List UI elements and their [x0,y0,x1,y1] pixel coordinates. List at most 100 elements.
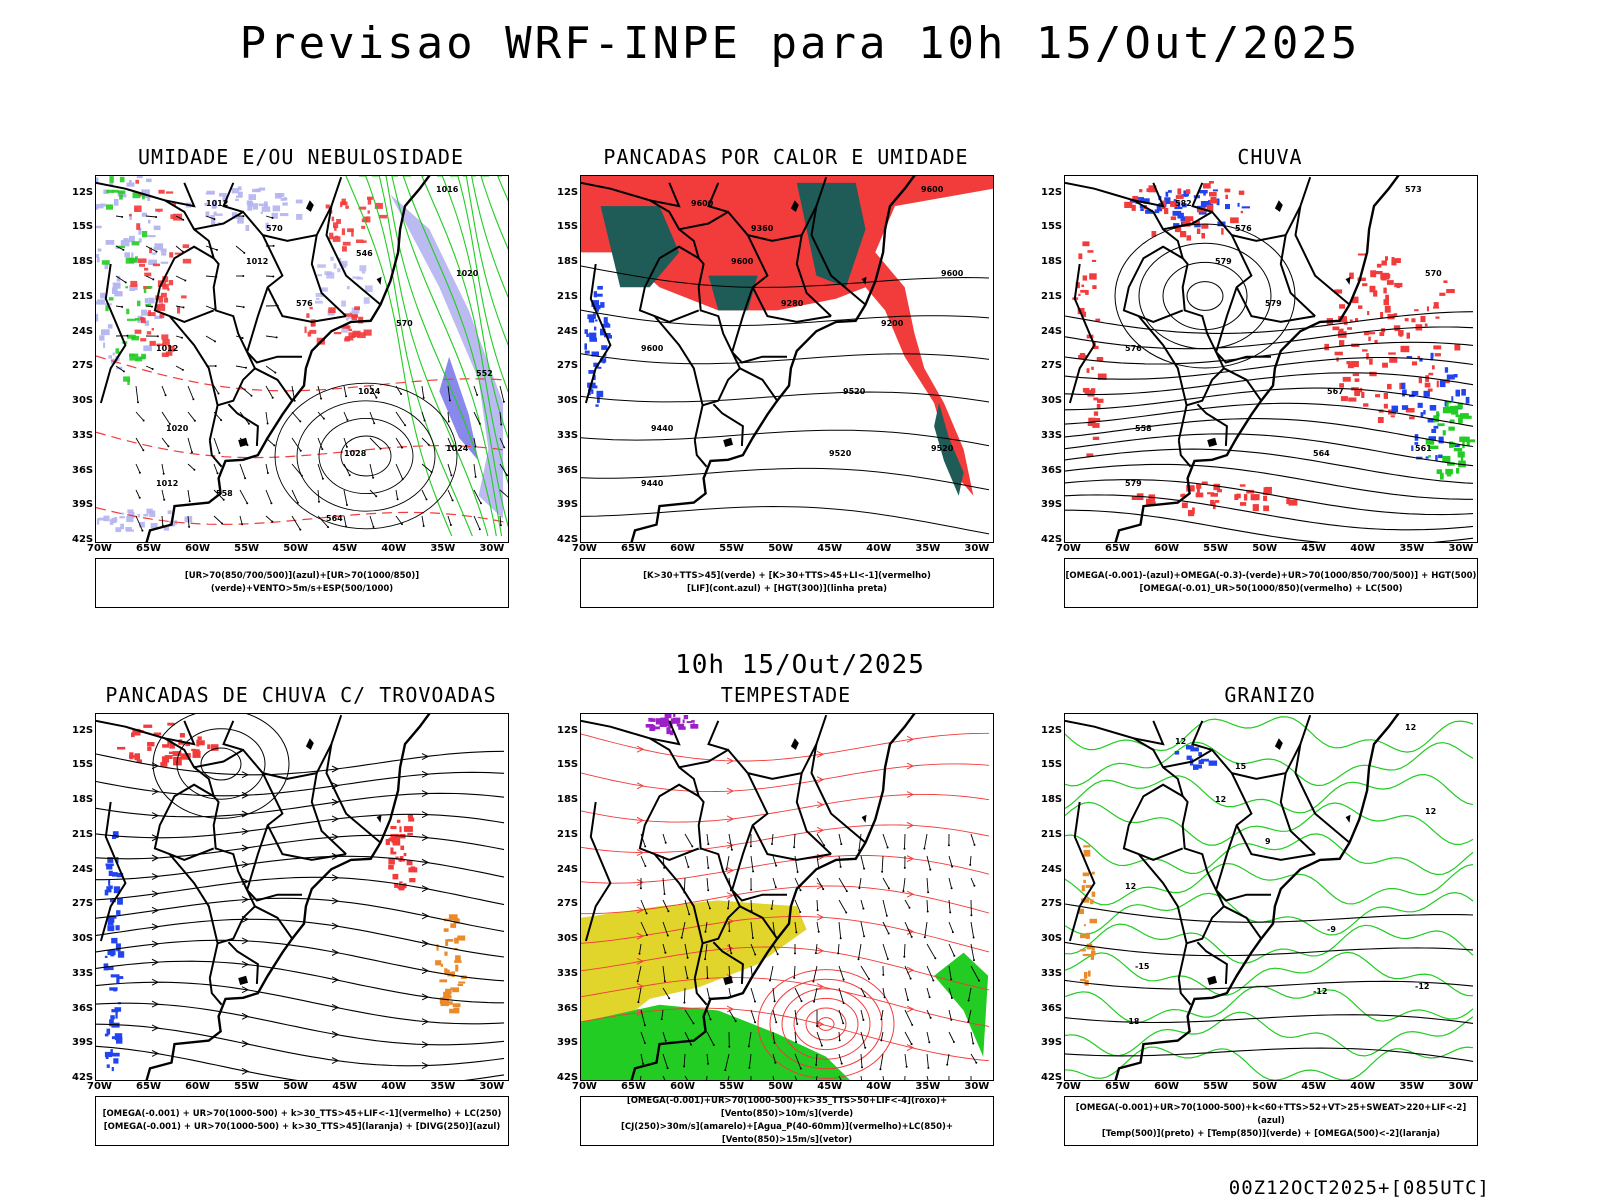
lat-tick-label: 30S [72,933,94,944]
lon-tick-label: 65W [136,543,161,554]
lon-tick-label: 45W [1301,1081,1327,1092]
lat-tick-label: 21S [557,290,579,302]
lon-tick-label: 50W [1252,1081,1278,1092]
lon-tick-label: 60W [670,543,696,554]
lon-tick-label: 50W [283,543,309,554]
lat-tick-label: 42S [1041,534,1063,545]
contour-label: 564 [1313,449,1330,458]
panel-title: PANCADAS POR CALOR E UMIDADE [603,145,969,169]
map-svg: 582 579 576 573 570 567 564 561 558 579 576 579 [1065,176,1476,542]
contour-label: 1028 [344,449,367,458]
lat-tick-label: 42S [72,534,94,545]
contour-label: 561 [1415,444,1432,453]
lat-tick-label: 33S [72,429,94,441]
lon-tick-label: 40W [1350,543,1376,554]
contour-label: 9440 [641,479,664,488]
lon-tick-label: 70W [572,543,597,554]
lat-tick-label: 18S [1041,256,1063,268]
model-run-footer: 00Z12OCT2025+[085UTC] [1228,1177,1490,1199]
contour-label: 576 [1125,344,1142,353]
contour-label: 9200 [881,319,904,328]
contour-label: 12 [1215,795,1226,804]
map-tempestade [580,713,994,1081]
lat-tick-label: 33S [557,429,579,441]
lon-tick-label: 70W [87,543,112,554]
lat-tick-label: 42S [557,534,579,545]
legend-line: [OMEGA(-0.01)_UR>50(1000/850)(vermelho) … [1139,584,1403,594]
contour-label: 558 [216,489,233,498]
legend-box: [K>30+TTS>45](verde) + [K>30+TTS>45+LI<-… [580,558,994,608]
lat-tick-label: 24S [557,325,579,337]
lon-tick-label: 60W [185,543,211,554]
lon-tick-label: 65W [1105,543,1130,554]
lon-tick-label: 55W [1203,543,1229,554]
lon-tick-label: 45W [817,543,843,554]
contour-label: 9600 [731,257,754,266]
contour-label: -12 [1313,987,1327,996]
contour-label: 12 [1425,807,1436,816]
lat-tick-label: 27S [72,898,94,910]
lat-tick-label: 33S [1041,967,1063,979]
contour-label: 1012 [156,479,178,488]
lon-tick-label: 45W [332,543,358,554]
lat-tick-label: 18S [72,794,94,806]
contour-label: 9520 [829,449,852,458]
contour-label: 1012 [156,344,178,353]
contour-label: 558 [1135,424,1152,433]
lat-tick-label: 30S [557,395,579,406]
legend-box: [UR>70(850/700/500)](azul)+[UR>70(1000/8… [95,558,509,608]
lon-tick-label: 65W [136,1081,161,1092]
lon-tick-label: 40W [381,543,407,554]
lat-tick-label: 24S [72,863,94,875]
lat-tick-label: 12S [557,186,579,198]
lat-tick-label: 42S [72,1072,94,1083]
contour-label: 9360 [751,224,774,233]
lat-tick-label: 24S [1041,863,1063,875]
lon-tick-label: 60W [1154,1081,1180,1092]
contour-label: 1012 [206,199,228,208]
lat-tick-label: 18S [557,794,579,806]
lat-tick-label: 36S [1041,1002,1063,1014]
lat-tick-label: 24S [557,863,579,875]
legend-line: [OMEGA(-0.001) + UR>70(1000-500) + k>30_… [102,1109,502,1119]
lon-tick-label: 35W [1399,543,1425,554]
lon-tick-label: 45W [817,1081,843,1092]
panel-title: PANCADAS DE CHUVA C/ TROVOADAS [105,683,497,707]
map-svg: 12 12 12 12 12 -9 -12 -12 -15 -18 15 9 [1065,714,1474,1080]
lon-tick-label: 35W [915,1081,941,1092]
map-svg [581,714,990,1080]
map-granizo: 12 12 12 12 12 -9 -12 -12 -15 -18 15 9 [1064,713,1478,1081]
legend-line: [Temp(500)](preto) + [Temp(850)](verde) … [1101,1128,1441,1139]
lon-tick-label: 70W [87,1081,112,1092]
contour-label: 9600 [641,344,664,353]
lon-tick-label: 40W [1350,1081,1376,1092]
contour-label: 576 [1235,224,1252,233]
contour-label: -18 [1125,1017,1140,1026]
lon-tick-label: 55W [234,1081,260,1092]
lat-tick-label: 42S [557,1072,579,1083]
lon-tick-label: 35W [430,1081,456,1092]
lon-tick-label: 60W [670,1081,696,1092]
lon-tick-label: 30W [1448,1081,1474,1092]
contour-label: 9 [1265,837,1271,846]
lat-tick-label: 33S [1041,429,1063,441]
lat-tick-label: 24S [72,325,94,337]
lon-tick-label: 70W [1056,543,1081,554]
lon-tick-label: 65W [621,1081,646,1092]
lat-tick-label: 12S [1041,724,1063,736]
lon-tick-label: 30W [964,543,990,554]
lon-tick-label: 35W [430,543,456,554]
contour-label: 570 [396,319,413,328]
lat-tick-label: 21S [72,290,94,302]
lat-tick-label: 39S [1041,1037,1063,1049]
lat-tick-label: 21S [72,828,94,840]
contour-label: 582 [1175,199,1192,208]
lat-tick-label: 15S [72,221,94,233]
lat-tick-label: 21S [1041,828,1063,840]
contour-label: 579 [1265,299,1282,308]
contour-label: 1012 [246,257,268,266]
contour-label: -12 [1415,982,1429,991]
lon-tick-label: 70W [572,1081,597,1092]
lon-tick-label: 55W [234,543,260,554]
contour-label: 570 [1425,269,1442,278]
